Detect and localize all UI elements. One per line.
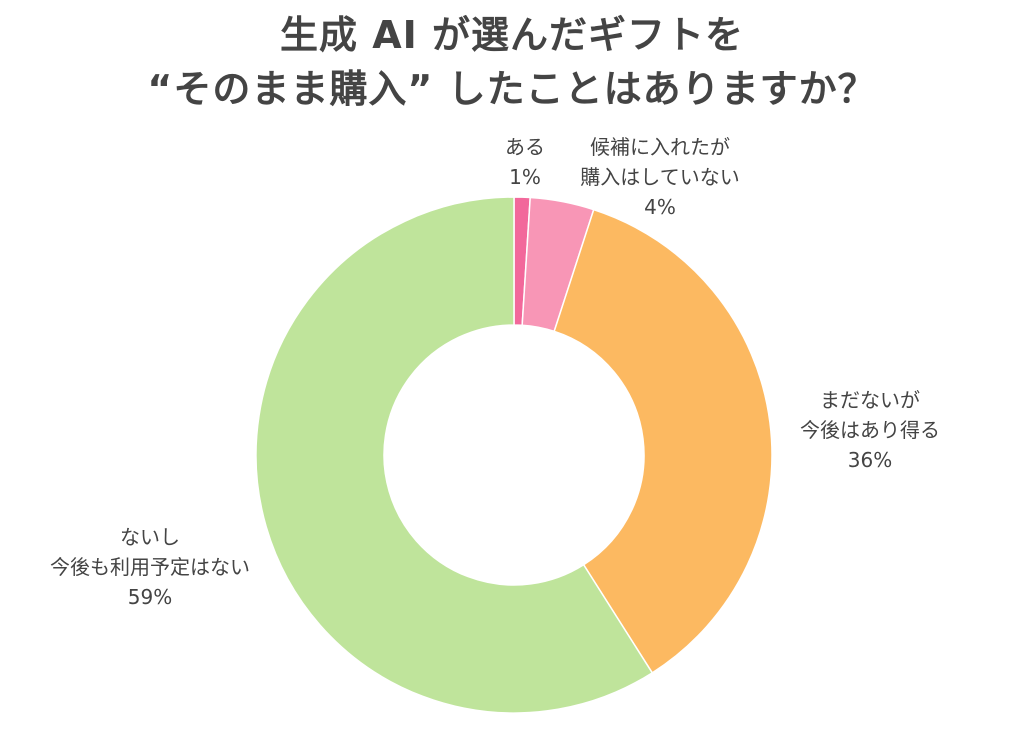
slice-label-no-plan-line-2: 今後も利用予定はない <box>50 555 250 579</box>
slice-label-possible-pct: 36% <box>847 448 893 472</box>
slice-label-no-plan-line-1: ないし <box>120 525 180 549</box>
slice-label-no-plan: ないし 今後も利用予定はない 59% <box>20 522 280 612</box>
slice-label-considered-line-1: 候補に入れたが <box>590 135 730 159</box>
slice-label-no-plan-pct: 59% <box>127 585 173 609</box>
slice-no-plan <box>255 196 654 714</box>
slice-label-possible-line-1: まだないが <box>820 388 920 412</box>
slice-label-possible: まだないが 今後はあり得る 36% <box>780 385 960 475</box>
slice-label-aru: ある 1% <box>480 132 570 192</box>
chart-title-line-1: 生成 AI が選んだギフトを <box>279 13 744 57</box>
slice-label-considered-pct: 4% <box>644 195 676 219</box>
chart-title: 生成 AI が選んだギフトを “そのまま購入” したことはありますか？ <box>0 8 1024 116</box>
slice-label-considered-line-2: 購入はしていない <box>580 165 740 189</box>
slice-possible <box>553 208 773 674</box>
slice-label-considered: 候補に入れたが 購入はしていない 4% <box>560 132 760 222</box>
slice-label-possible-line-2: 今後はあり得る <box>800 418 940 442</box>
slice-label-aru-line-1: ある <box>505 135 545 159</box>
chart-title-line-2: “そのまま購入” したことはありますか？ <box>147 67 877 111</box>
slice-label-aru-pct: 1% <box>509 165 541 189</box>
